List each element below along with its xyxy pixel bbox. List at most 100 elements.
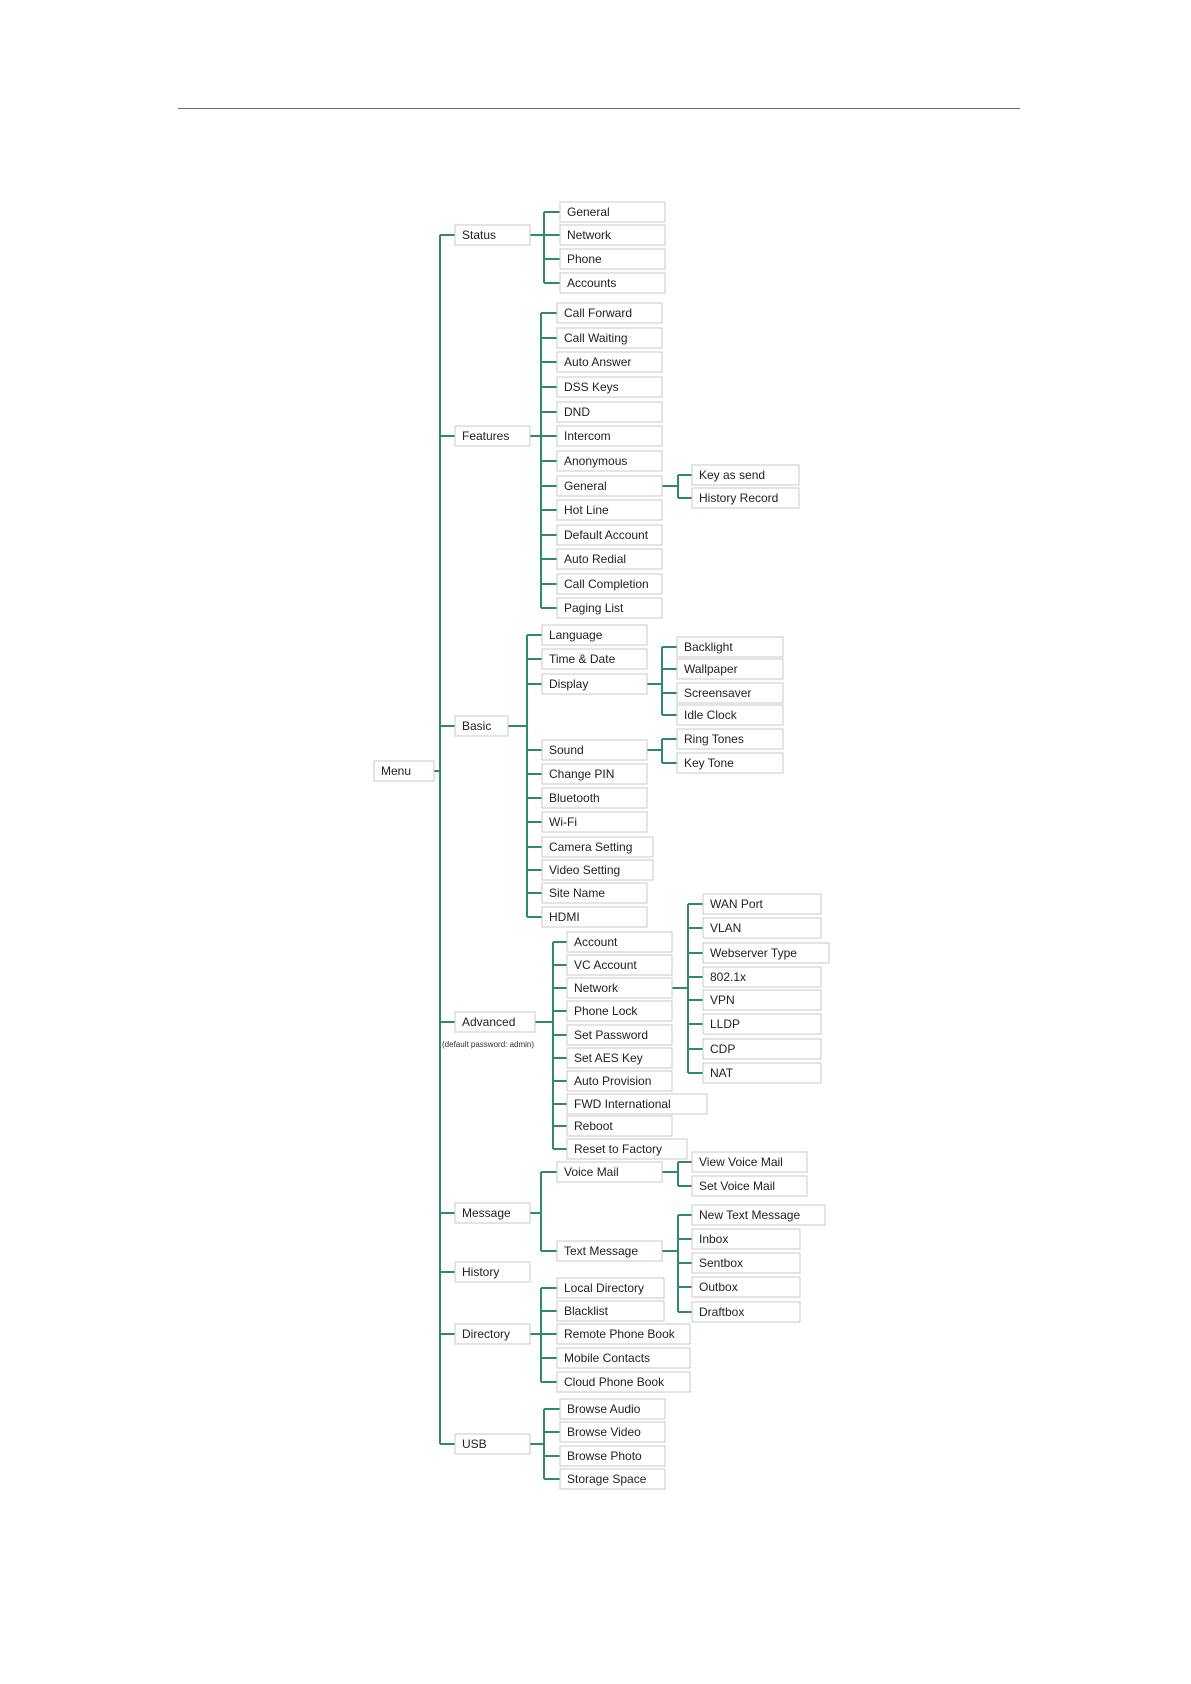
menu-node-box	[566, 1000, 673, 1022]
menu-node-label: Call Completion	[564, 577, 649, 591]
menu-node-label: Network	[574, 981, 619, 995]
menu-node-text-message: Text Message	[556, 1240, 663, 1262]
menu-node-label: Status	[462, 228, 496, 242]
menu-node-cloud-phone-book: Cloud Phone Book	[556, 1371, 691, 1393]
menu-node-box	[691, 464, 800, 486]
menu-node-basic: Basic	[454, 715, 509, 737]
menu-node-dnd: DND	[556, 401, 663, 423]
menu-node-box	[702, 893, 822, 915]
menu-node-box	[566, 1047, 673, 1069]
menu-node-box	[559, 1421, 666, 1443]
menu-node-box	[691, 1276, 801, 1298]
menu-node-call-forward: Call Forward	[556, 302, 663, 324]
menu-node-box	[541, 882, 648, 904]
menu-node-label: HDMI	[549, 910, 580, 924]
menu-node-fwd-international: FWD International	[566, 1093, 708, 1115]
menu-node-key-as-send: Key as send	[691, 464, 800, 486]
menu-node-box	[556, 327, 663, 349]
menu-node-box	[454, 715, 509, 737]
menu-node-status: Status	[454, 224, 531, 246]
menu-node-label: Blacklist	[564, 1304, 609, 1318]
menu-node-network: Network	[559, 224, 666, 246]
menu-node-label: Phone Lock	[574, 1004, 638, 1018]
menu-node-label: Hot Line	[564, 503, 609, 517]
menu-node-label: Default Account	[564, 528, 649, 542]
menu-node-label: Browse Photo	[567, 1449, 642, 1463]
menu-node-label: Key as send	[699, 468, 765, 482]
menu-node-box	[556, 1240, 663, 1262]
menu-node-box	[691, 1175, 808, 1197]
menu-node-box	[702, 942, 830, 964]
menu-node-wi-fi: Wi-Fi	[541, 811, 648, 833]
menu-node-browse-audio: Browse Audio	[559, 1398, 666, 1420]
menu-node-remote-phone-book: Remote Phone Book	[556, 1323, 691, 1345]
menu-node-label: Wi-Fi	[549, 815, 577, 829]
menu-node-box	[454, 224, 531, 246]
menu-node-voice-mail: Voice Mail	[556, 1161, 663, 1183]
menu-node-label: DSS Keys	[564, 380, 619, 394]
menu-node-box	[454, 1433, 531, 1455]
menu-node-outbox: Outbox	[691, 1276, 801, 1298]
menu-node-box	[676, 636, 784, 658]
menu-node-intercom: Intercom	[556, 425, 663, 447]
menu-node-key-tone: Key Tone	[676, 752, 784, 774]
menu-node-box	[556, 1323, 691, 1345]
menu-node-label: Sentbox	[699, 1256, 743, 1270]
menu-node-label: Screensaver	[684, 686, 751, 700]
menu-node-box	[541, 811, 648, 833]
menu-node-box	[556, 425, 663, 447]
menu-node-box	[556, 597, 663, 619]
menu-node-history-record: History Record	[691, 487, 800, 509]
menu-node-box	[702, 966, 822, 988]
menu-node-sentbox: Sentbox	[691, 1252, 801, 1274]
menu-node-box	[541, 906, 648, 928]
menu-node-box	[541, 673, 648, 695]
menu-node-time-and-date: Time & Date	[541, 648, 648, 670]
menu-node-label: New Text Message	[699, 1208, 800, 1222]
menu-node-blacklist: Blacklist	[556, 1300, 665, 1322]
menu-node-video-setting: Video Setting	[541, 859, 654, 881]
menu-node-label: Local Directory	[564, 1281, 644, 1295]
menu-node-box	[676, 682, 784, 704]
menu-node-phone-lock: Phone Lock	[566, 1000, 673, 1022]
menu-node-box	[676, 658, 784, 680]
menu-node-general: General	[559, 201, 666, 223]
menu-node-label: Browse Audio	[567, 1402, 641, 1416]
menu-node-label: Auto Redial	[564, 552, 626, 566]
menu-node-label: VLAN	[710, 921, 741, 935]
menu-node-wan-port: WAN Port	[702, 893, 822, 915]
menu-node-nat: NAT	[702, 1062, 822, 1084]
menu-node-camera-setting: Camera Setting	[541, 836, 654, 858]
menu-node-webserver-type: Webserver Type	[702, 942, 830, 964]
menu-node-vlan: VLAN	[702, 917, 822, 939]
menu-node-box	[559, 201, 666, 223]
menu-node-label: Phone	[567, 252, 602, 266]
menu-node-label: Features	[462, 429, 509, 443]
menu-node-box	[454, 1202, 531, 1224]
menu-node-box	[454, 1261, 531, 1283]
menu-node-change-pin: Change PIN	[541, 763, 648, 785]
menu-node-label: General	[567, 205, 610, 219]
menu-node-new-text-message: New Text Message	[691, 1204, 826, 1226]
tree-connectors	[434, 211, 703, 1480]
menu-node-label: Reset to Factory	[574, 1142, 662, 1156]
menu-node-label: 802.1x	[710, 970, 746, 984]
menu-node-label: General	[564, 479, 607, 493]
menu-node-box	[556, 1161, 663, 1183]
menu-node-box	[556, 524, 663, 546]
menu-node-auto-answer: Auto Answer	[556, 351, 663, 373]
menu-node-box	[566, 954, 673, 976]
menu-node-box	[559, 272, 666, 294]
menu-node-phone: Phone	[559, 248, 666, 270]
menu-node-box	[566, 1138, 688, 1160]
menu-node-box	[702, 1038, 822, 1060]
menu-node-label: History	[462, 1265, 499, 1279]
menu-node-label: Webserver Type	[710, 946, 797, 960]
menu-node-general: General	[556, 475, 663, 497]
menu-node-label: Set Voice Mail	[699, 1179, 775, 1193]
menu-node-label: NAT	[710, 1066, 734, 1080]
menu-node-label: Call Forward	[564, 306, 632, 320]
menu-node-auto-provision: Auto Provision	[566, 1070, 673, 1092]
menu-node-set-password: Set Password	[566, 1024, 673, 1046]
menu-node-label: Menu	[381, 764, 411, 778]
